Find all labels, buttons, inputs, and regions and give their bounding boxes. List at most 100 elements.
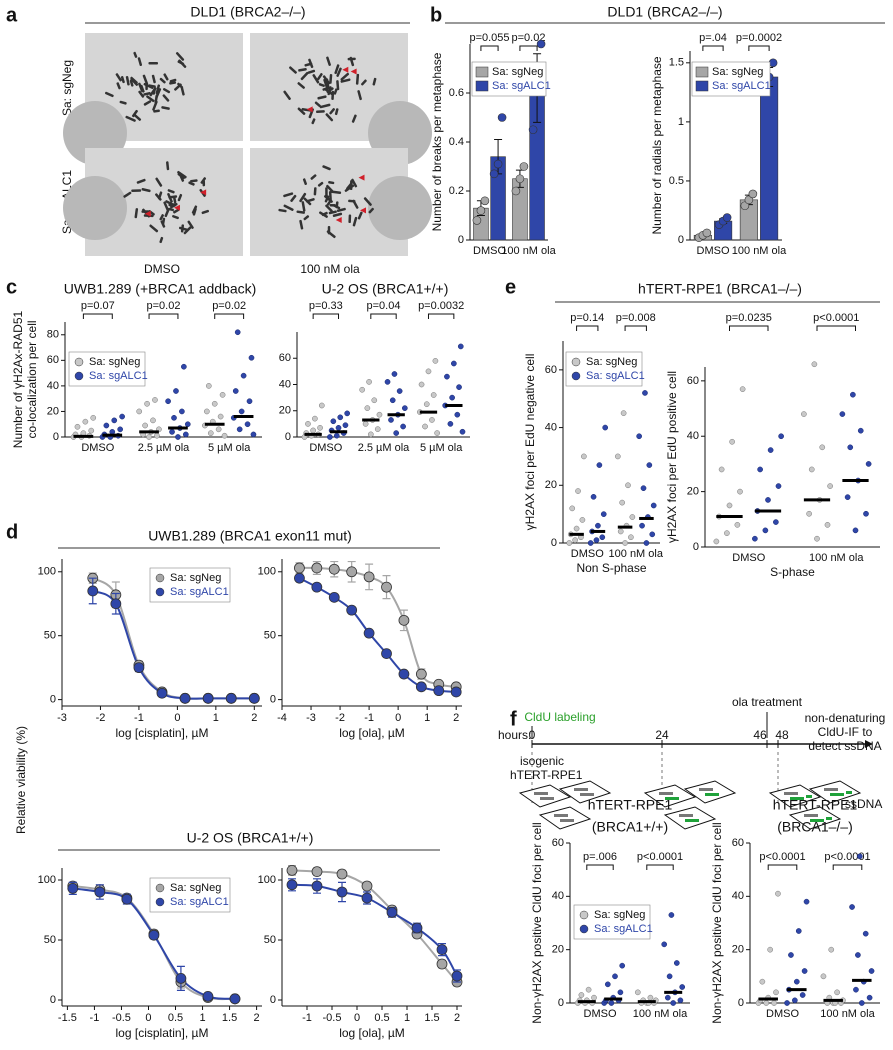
chromosome — [303, 215, 310, 221]
data-point — [398, 668, 410, 680]
y-tick-label: 50 — [44, 934, 56, 946]
p-bracket — [576, 325, 599, 331]
chromosome — [131, 189, 142, 192]
chromosome — [137, 57, 143, 67]
x-tick-label: 1.5 — [424, 1012, 439, 1024]
chromosome — [332, 204, 341, 210]
data-point — [799, 992, 806, 998]
data-point — [142, 422, 148, 429]
y-tick-label: 0 — [558, 997, 564, 1009]
data-point — [344, 410, 351, 417]
data-point — [634, 989, 641, 996]
data-point — [591, 994, 597, 1001]
data-point — [619, 962, 626, 969]
data-point — [857, 853, 863, 860]
x-tick-label: 0.5 — [168, 1012, 183, 1024]
data-point — [234, 329, 241, 336]
data-point — [617, 528, 624, 535]
chromosome — [174, 83, 182, 91]
chromosome — [140, 84, 145, 93]
chromosome — [283, 204, 294, 211]
data-point — [433, 685, 445, 697]
data-point — [232, 388, 239, 394]
chromosome — [308, 58, 314, 69]
data-point — [451, 360, 457, 367]
data-point — [111, 417, 118, 424]
data-point — [436, 944, 448, 955]
x-axis-label: S-phase — [770, 565, 815, 579]
data-point — [806, 510, 812, 517]
data-point — [617, 989, 624, 996]
data-point — [677, 997, 684, 1004]
data-point — [778, 433, 784, 440]
data-point — [311, 866, 323, 877]
p-value: p=0.0032 — [418, 300, 464, 312]
chromosome — [134, 208, 139, 219]
data-point — [337, 414, 344, 421]
y-tick-label: 40 — [545, 421, 557, 433]
data-point — [476, 206, 486, 215]
data-point — [202, 991, 214, 1002]
chromosome — [177, 60, 185, 66]
cell — [663, 806, 717, 830]
data-point — [87, 585, 99, 597]
chromosome — [133, 51, 138, 58]
p-value: p=0.02 — [512, 32, 546, 44]
legend-swatch — [695, 80, 709, 92]
p-bracket — [519, 45, 538, 51]
data-point — [240, 372, 247, 379]
p-value: p=0.0002 — [736, 32, 782, 44]
chromosome — [325, 113, 334, 122]
cell — [538, 806, 592, 830]
data-point — [773, 989, 779, 996]
chromosome — [177, 193, 183, 202]
data-point — [855, 952, 861, 958]
chromosome — [318, 211, 328, 218]
legend-label: Sa: sgALC1 — [89, 370, 148, 382]
data-point — [217, 413, 224, 420]
legend-label: Sa: sgALC1 — [492, 80, 551, 92]
data-point — [434, 430, 440, 436]
data-point — [152, 397, 158, 403]
x-tick-label: DMSO — [732, 552, 765, 564]
ssdna — [846, 791, 852, 794]
chromosome — [299, 219, 304, 230]
x-axis-label: log [cisplatin], µM — [116, 1026, 209, 1040]
legend-box — [573, 904, 651, 940]
y-tick-label: 50 — [44, 630, 56, 642]
data-point — [179, 692, 191, 704]
data-point — [820, 973, 827, 980]
chromosome — [130, 76, 138, 84]
data-point — [768, 58, 778, 68]
data-point — [363, 571, 375, 583]
y-axis-label: γH2AX foci per EdU positive cell — [665, 371, 679, 543]
panel-label: e — [505, 276, 516, 298]
chromosome — [154, 193, 162, 201]
y-tick-label: 0 — [551, 537, 557, 549]
chromosome — [159, 214, 164, 221]
dna — [705, 793, 719, 796]
chromosome — [120, 76, 125, 84]
data-point — [824, 521, 831, 528]
data-point — [425, 368, 432, 375]
data-point — [718, 466, 725, 473]
data-point — [757, 466, 763, 473]
data-point — [636, 433, 642, 440]
data-point — [359, 386, 366, 393]
p-value: p=0.055 — [469, 32, 509, 44]
data-point — [814, 535, 820, 542]
chromosome — [329, 108, 336, 115]
chromosome — [202, 180, 206, 187]
chromosome — [163, 201, 170, 212]
tick-label: 0 — [529, 728, 536, 742]
data-point — [311, 562, 323, 574]
chromosome — [307, 69, 316, 74]
legend-swatch — [475, 80, 489, 92]
x-tick-label: 1 — [424, 712, 430, 724]
data-point — [801, 968, 808, 974]
arrowhead — [359, 207, 366, 214]
chromosome — [317, 181, 324, 187]
chromosome — [155, 88, 162, 99]
chromosome — [334, 64, 340, 75]
chart-title: hTERT-RPE1 (BRCA1–/–) — [638, 281, 802, 297]
